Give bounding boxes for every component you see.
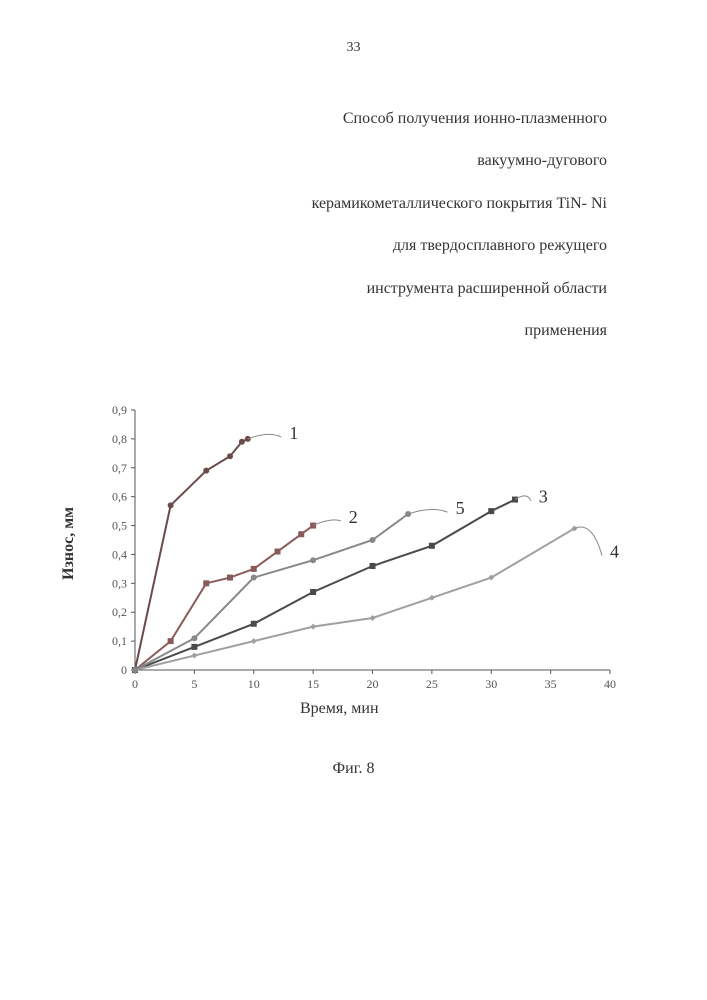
svg-text:3: 3 — [539, 487, 548, 507]
page-number: 33 — [347, 40, 361, 56]
svg-text:25: 25 — [426, 677, 438, 691]
svg-text:0,8: 0,8 — [112, 432, 127, 446]
svg-text:10: 10 — [248, 677, 260, 691]
svg-text:0,5: 0,5 — [112, 519, 127, 533]
title-line: керамикометаллического покрытия TiN- Ni — [140, 185, 607, 223]
svg-text:5: 5 — [456, 498, 465, 518]
svg-text:1: 1 — [289, 423, 298, 443]
svg-text:15: 15 — [307, 677, 319, 691]
svg-text:0,3: 0,3 — [112, 576, 127, 590]
title-line: для твердосплавного режущего — [140, 227, 607, 265]
svg-text:0,1: 0,1 — [112, 634, 127, 648]
svg-text:40: 40 — [604, 677, 616, 691]
chart: 00,10,20,30,40,50,60,70,80,9051015202530… — [80, 400, 630, 720]
svg-text:0,4: 0,4 — [112, 547, 127, 561]
svg-text:0,6: 0,6 — [112, 490, 127, 504]
svg-text:0: 0 — [132, 677, 138, 691]
svg-text:5: 5 — [191, 677, 197, 691]
title-line: применения — [140, 312, 607, 350]
svg-text:0,7: 0,7 — [112, 461, 127, 475]
x-axis-label: Время, мин — [300, 700, 379, 718]
svg-text:2: 2 — [349, 507, 358, 527]
svg-text:35: 35 — [545, 677, 557, 691]
svg-text:0: 0 — [121, 663, 127, 677]
figure-label: Фиг. 8 — [333, 760, 375, 778]
svg-text:30: 30 — [485, 677, 497, 691]
svg-text:0,2: 0,2 — [112, 605, 127, 619]
chart-svg: 00,10,20,30,40,50,60,70,80,9051015202530… — [80, 400, 630, 720]
svg-text:4: 4 — [610, 542, 619, 562]
title-line: инструмента расширенной области — [140, 270, 607, 308]
title-line: вакуумно-дугового — [140, 142, 607, 180]
title-block: Способ получения ионно-плазменного вакуу… — [140, 100, 607, 354]
title-line: Способ получения ионно-плазменного — [140, 100, 607, 138]
svg-text:0,9: 0,9 — [112, 403, 127, 417]
svg-text:20: 20 — [367, 677, 379, 691]
y-axis-label: Износ, мм — [60, 507, 78, 580]
